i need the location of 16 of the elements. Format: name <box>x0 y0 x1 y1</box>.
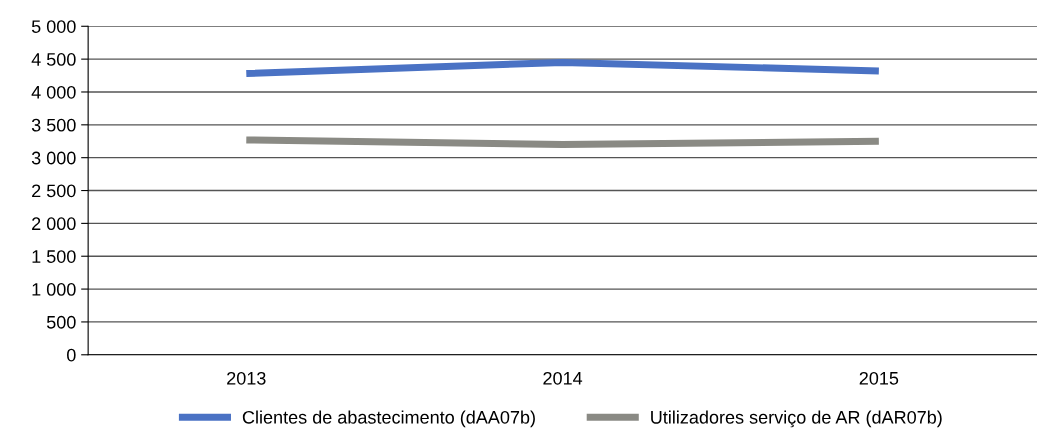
x-tick-label: 2014 <box>543 371 583 385</box>
y-tick-label: 2 000 <box>32 217 76 231</box>
y-tick-label: 4 500 <box>31 53 76 66</box>
y-tick-label: 3 500 <box>31 118 76 132</box>
y-tick-label: 4 000 <box>31 85 76 99</box>
x-tick-label: 2015 <box>859 371 899 385</box>
y-tick-label: 1 500 <box>32 250 76 263</box>
y-tick-label: 2 500 <box>32 184 76 198</box>
x-tick-label: 2013 <box>227 371 266 385</box>
y-tick-label: 5 000 <box>31 20 76 33</box>
y-tick-label: 3 000 <box>31 151 76 165</box>
legend-label: Clientes de abastecimento (dAA07b) <box>242 410 535 428</box>
legend-label: Utilizadores serviço de AR (dAR07b) <box>651 410 942 428</box>
y-tick-label: 1 000 <box>32 283 76 296</box>
y-tick-label: 0 <box>67 348 76 362</box>
y-tick-label: 500 <box>46 315 76 329</box>
